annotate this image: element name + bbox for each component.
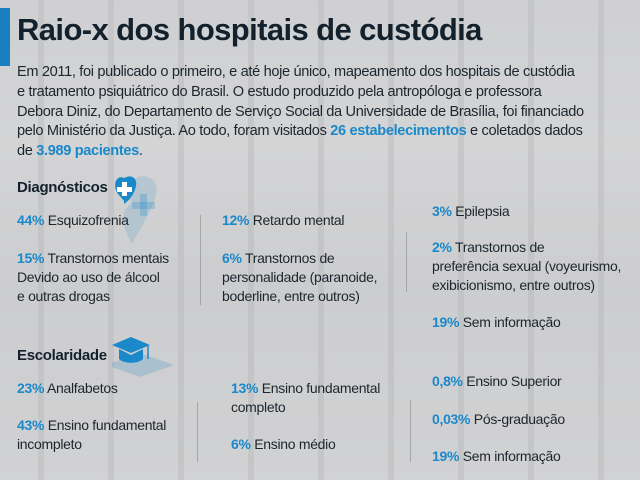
education-pct: 0,8% [432,373,463,389]
diagnosis-pct: 2% [432,239,452,255]
diagnosticos-heading: Diagnósticos [17,179,108,196]
intro-line: de 3.989 pacientes. [17,142,584,162]
diagnosis-label: Sem informação [459,314,561,330]
diagnosis-pct: 15% [17,250,45,266]
education-pct: 23% [17,380,45,396]
education-label: Ensino Superior [462,373,562,389]
diagnosis-label: Transtornos de personalidade (paranoide,… [222,250,378,304]
diagnosis-pct: 44% [17,212,45,228]
intro-line: pelo Ministério da Justiça. Ao todo, for… [17,122,584,142]
education-label: Analfabetos [44,380,118,396]
education-item: 0,03% Pós-graduação [432,410,565,429]
education-item: 13% Ensino fundamental completo [231,379,380,417]
intro-text: e coletados dados [466,123,583,140]
diagnosis-label: Retardo mental [249,212,345,228]
education-label: Pós-graduação [470,411,565,427]
diagnosis-item: 12% Retardo mental [222,211,345,230]
highlight-patients: 3.989 pacientes [36,143,139,160]
diagnosis-item: 3% Epilepsia [432,202,510,221]
education-label: Sem informação [459,448,561,464]
escolaridade-heading: Escolaridade [17,347,107,364]
column-divider [410,400,411,462]
diagnosis-label: Transtornos de preferência sexual (voyeu… [432,239,622,293]
column-divider [200,215,201,305]
graduation-cap-icon [112,337,172,377]
diagnosis-pct: 6% [222,250,242,266]
column-divider [406,232,407,292]
page-title: Raio-x dos hospitais de custódia [17,12,482,47]
diagnosis-item: 44% Esquizofrenia [17,211,129,230]
column-divider [197,402,198,462]
title-accent-bar [0,8,10,66]
intro-text: de [17,143,37,160]
diagnosis-pct: 19% [432,314,460,330]
diagnosis-label: Epilepsia [451,203,510,219]
education-item: 6% Ensino médio [231,435,336,454]
education-pct: 0,03% [432,411,471,427]
diagnosis-item: 15% Transtornos mentais Devido ao uso de… [17,249,169,306]
diagnosis-item: 2% Transtornos de preferência sexual (vo… [432,238,621,295]
education-label: Ensino fundamental completo [231,380,381,415]
intro-line: Em 2011, foi publicado o primeiro, e até… [17,64,575,80]
diagnosis-pct: 12% [222,212,250,228]
diagnosis-item: 19% Sem informação [432,313,561,332]
education-label: Ensino fundamental incompleto [17,417,167,452]
education-pct: 6% [231,436,251,452]
education-item: 23% Analfabetos [17,379,118,398]
intro-line: Debora Diniz, do Departamento de Serviço… [17,103,584,120]
education-item: 19% Sem informação [432,447,561,466]
diagnosis-pct: 3% [432,203,452,219]
diagnosis-label: Esquizofrenia [44,212,129,228]
education-label: Ensino médio [250,436,336,452]
diagnosis-label: Transtornos mentais Devido ao uso de álc… [17,250,169,304]
intro-paragraph: Em 2011, foi publicado o primeiro, e até… [17,63,584,162]
highlight-establishments: 26 estabelecimentos [330,123,467,140]
education-pct: 19% [432,448,460,464]
diagnosis-item: 6% Transtornos de personalidade (paranoi… [222,249,377,306]
education-pct: 13% [231,380,259,396]
intro-line: e tratamento psiquiátrico do Brasil. O e… [17,83,542,100]
education-item: 0,8% Ensino Superior [432,372,562,391]
education-item: 43% Ensino fundamental incompleto [17,416,166,454]
heart-plus-icon [115,176,157,244]
intro-text: . [138,143,143,160]
education-pct: 43% [17,417,45,433]
intro-text: pelo Ministério da Justiça. Ao todo, for… [17,123,331,140]
